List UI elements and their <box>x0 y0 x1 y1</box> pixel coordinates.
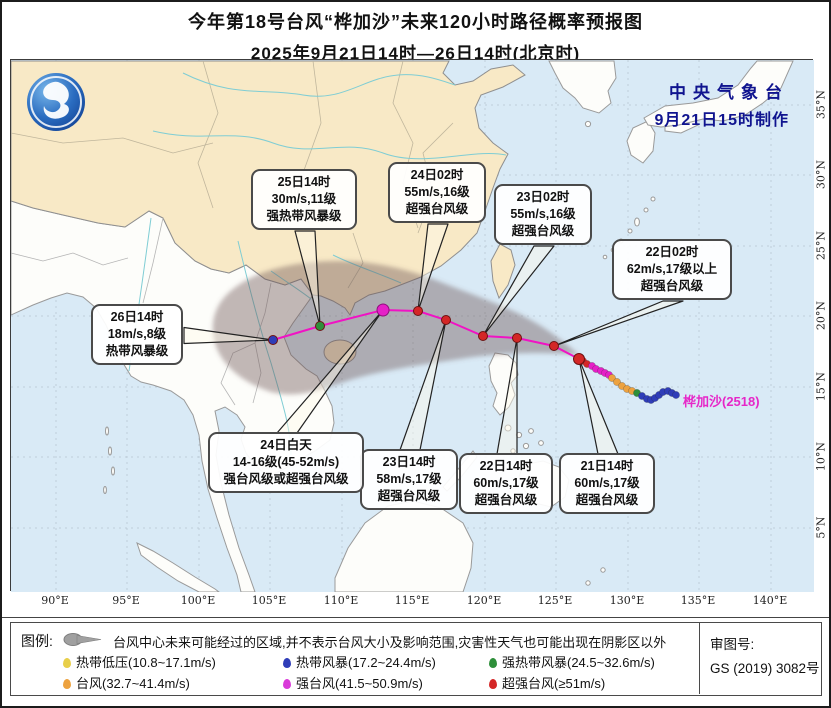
lat-tick: 20°N <box>814 300 828 331</box>
lon-tick: 140°E <box>752 594 788 607</box>
callout-25d14h: 25日14时 30m/s,11级 强热带风暴级 <box>251 169 357 230</box>
callout-23d02h: 23日02时 55m/s,16级 超强台风级 <box>494 184 592 245</box>
lon-tick: 130°E <box>609 594 645 607</box>
cma-logo <box>24 70 88 139</box>
cone-icon <box>63 632 105 652</box>
review-label: 审图号: <box>710 637 755 652</box>
legend-item-sty: 强台风(41.5~50.9m/s) <box>283 673 423 692</box>
callout-22d02h: 22日02时 62m/s,17级以上 超强台风级 <box>612 239 732 300</box>
legend: 图例: 台风中心未来可能经过的区域,并不表示台风大小及影响范围,灾害性天气也可能… <box>10 622 822 696</box>
agency-name: 中央气象台 <box>669 83 789 102</box>
lat-tick: 25°N <box>814 230 828 261</box>
legend-cone-note: 台风中心未来可能经过的区域,并不表示台风大小及影响范围,灾害性天气也可能出现在阴… <box>113 635 667 650</box>
callout-21d14h: 21日14时 60m/s,17级 超强台风级 <box>559 453 655 514</box>
agency-watermark: 中央气象台 9月21日15时制作 <box>655 78 790 130</box>
title-line2: 2025年9月21日14时—26日14时(北京时) <box>250 44 581 63</box>
issue-time: 9月21日15时制作 <box>654 112 789 129</box>
lon-tick: 135°E <box>680 594 716 607</box>
page-title: 今年第18号台风“桦加沙”未来120小时路径概率预报图 2025年9月21日14… <box>2 8 829 64</box>
map-review-number: 审图号: GS (2019) 3082号 <box>699 623 823 694</box>
lon-tick: 120°E <box>466 594 502 607</box>
td-dot-icon <box>63 658 71 668</box>
storm-name-label: 桦加沙(2518) <box>683 394 760 409</box>
callout-24-daytime: 24日白天 14-16级(45-52m/s) 强台风级或超强台风级 <box>208 432 364 493</box>
title-line1: 今年第18号台风“桦加沙”未来120小时路径概率预报图 <box>187 12 644 32</box>
sty-dot-icon <box>283 679 291 689</box>
legend-item-sts: 强热带风暴(24.5~32.6m/s) <box>489 652 655 671</box>
legend-item-ts: 热带风暴(17.2~24.4m/s) <box>283 652 436 671</box>
lon-tick: 115°E <box>394 594 430 607</box>
superty-dot-icon <box>489 679 497 689</box>
probability-cone <box>212 261 579 395</box>
divider-line <box>2 617 829 618</box>
review-number: GS (2019) 3082号 <box>710 661 820 676</box>
lat-tick: 10°N <box>814 441 828 472</box>
legend-item-ty: 台风(32.7~41.4m/s) <box>63 673 190 692</box>
lon-tick: 100°E <box>180 594 216 607</box>
lat-tick: 35°N <box>814 89 828 120</box>
lon-tick: 105°E <box>251 594 287 607</box>
sts-dot-icon <box>489 658 497 668</box>
legend-title: 图例: <box>21 633 53 649</box>
lon-tick: 110°E <box>323 594 359 607</box>
ts-dot-icon <box>283 658 291 668</box>
lon-tick: 90°E <box>41 594 69 607</box>
lat-tick: 15°N <box>814 371 828 402</box>
callout-22d14h: 22日14时 60m/s,17级 超强台风级 <box>459 453 553 514</box>
callout-23d14h: 23日14时 58m/s,17级 超强台风级 <box>360 449 458 510</box>
lon-tick: 95°E <box>112 594 140 607</box>
callout-pointers <box>183 223 684 455</box>
legend-item-superty: 超强台风(≥51m/s) <box>489 673 605 692</box>
legend-item-td: 热带低压(10.8~17.1m/s) <box>63 652 216 671</box>
callout-26d14h: 26日14时 18m/s,8级 热带风暴级 <box>91 304 183 365</box>
typhoon-track <box>268 303 680 404</box>
ty-dot-icon <box>63 679 71 689</box>
callout-24d02h: 24日02时 55m/s,16级 超强台风级 <box>388 162 486 223</box>
lat-tick: 30°N <box>814 159 828 190</box>
lon-tick: 125°E <box>537 594 573 607</box>
lat-tick: 5°N <box>814 516 828 539</box>
